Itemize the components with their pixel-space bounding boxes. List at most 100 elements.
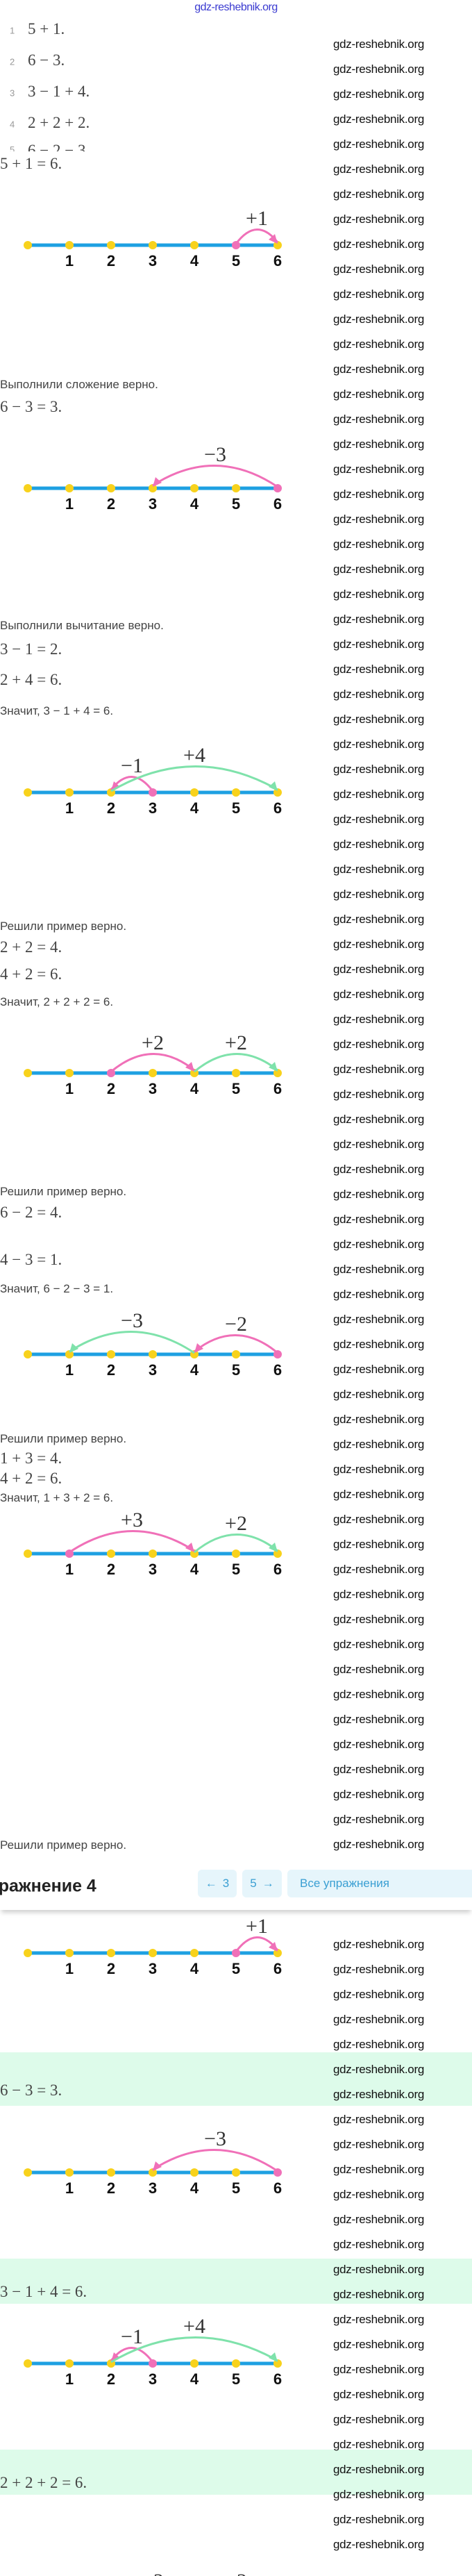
watermark: gdz-reshebnik.org (333, 2138, 424, 2151)
jump-arc (152, 2149, 278, 2172)
number-line-point (273, 788, 282, 797)
next-exercise-button[interactable]: 5 → (242, 1870, 282, 1897)
list-item: 2 + 2 + 2. (28, 114, 90, 131)
tick-label: 6 (273, 495, 282, 513)
tick-label: 1 (65, 252, 74, 269)
check-text: Решили пример верно. (0, 920, 127, 933)
watermark: gdz-reshebnik.org (333, 2388, 424, 2401)
jump-label: −2 (225, 1313, 247, 1336)
answer-text: 2 + 2 + 2 = 6. (0, 2474, 87, 2491)
tick-label: 4 (190, 1561, 199, 1578)
number-line-point (190, 484, 199, 492)
number-line-point (273, 241, 282, 249)
watermark: gdz-reshebnik.org (333, 2213, 424, 2226)
tick-label: 1 (65, 2179, 74, 2197)
watermark: gdz-reshebnik.org (333, 1013, 424, 1026)
number-line-point (65, 788, 74, 797)
exercise-title: Упражнение 4 (0, 1876, 96, 1896)
number-line-point (273, 2359, 282, 2368)
watermark: gdz-reshebnik.org (333, 1163, 424, 1176)
watermark: gdz-reshebnik.org (333, 138, 424, 151)
number-line-point (65, 1949, 74, 1957)
number-line-point (232, 241, 240, 249)
watermark: gdz-reshebnik.org (333, 1188, 424, 1201)
watermark: gdz-reshebnik.org (333, 638, 424, 651)
watermark: gdz-reshebnik.org (333, 488, 424, 501)
watermark: gdz-reshebnik.org (333, 88, 424, 101)
watermark: gdz-reshebnik.org (333, 1763, 424, 1776)
step-line: 4 + 2 = 6. (0, 1470, 62, 1487)
list-item: 6 − 3. (28, 51, 65, 69)
result-line: 6 − 3 = 3. (0, 398, 62, 415)
watermark: gdz-reshebnik.org (333, 213, 424, 226)
number-line-point (24, 1549, 32, 1558)
watermark: gdz-reshebnik.org (333, 1438, 424, 1451)
number-line-point (232, 484, 240, 492)
step-line: 2 + 2 = 4. (0, 938, 62, 956)
tick-label: 6 (273, 1080, 282, 1097)
tick-label: 1 (65, 1960, 74, 1977)
tick-label: 5 (232, 799, 240, 817)
watermark: gdz-reshebnik.org (333, 1138, 424, 1151)
answer-band: 2 + 2 + 2 = 6. (0, 2450, 472, 2495)
number-line-point (149, 241, 157, 249)
tick-label: 3 (149, 495, 157, 513)
watermark: gdz-reshebnik.org (333, 1113, 424, 1126)
arrowhead-icon (153, 2161, 162, 2171)
watermark: gdz-reshebnik.org (333, 2113, 424, 2126)
tick-label: 1 (65, 1361, 74, 1379)
watermark: gdz-reshebnik.org (333, 788, 424, 801)
number-line-point (149, 1549, 157, 1558)
number-line-point (232, 1350, 240, 1358)
number-line-point (24, 788, 32, 797)
watermark: gdz-reshebnik.org (333, 2363, 424, 2376)
site-logo[interactable]: gdz-reshebnik.org (194, 1, 278, 13)
answer-band: 6 − 3 = 3. (0, 2052, 472, 2106)
tick-label: 2 (107, 252, 115, 269)
tick-label: 2 (107, 2370, 115, 2388)
tick-label: 4 (190, 799, 199, 817)
arrowhead-icon (269, 1062, 278, 1072)
answer-text: 6 − 3 = 3. (0, 2081, 62, 2099)
arrowhead-icon (269, 2352, 278, 2362)
jump-label: +2 (225, 1512, 247, 1535)
number-line-point (232, 2359, 240, 2368)
tick-label: 2 (107, 2179, 115, 2197)
arrow-right-icon: → (262, 1877, 274, 1890)
prev-exercise-button[interactable]: ← 3 (198, 1870, 237, 1897)
number-line-point (107, 241, 115, 249)
number-line-point (232, 1949, 240, 1957)
watermark: gdz-reshebnik.org (333, 1738, 424, 1751)
tick-label: 1 (65, 1561, 74, 1578)
tick-label: 4 (190, 1080, 199, 1097)
watermark: gdz-reshebnik.org (333, 1363, 424, 1376)
list-number: 2 (10, 56, 15, 67)
check-text: Решили пример верно. (0, 1432, 127, 1445)
watermark: gdz-reshebnik.org (333, 1213, 424, 1226)
tick-label: 6 (273, 2179, 282, 2197)
check-text: Выполнили сложение верно. (0, 378, 158, 391)
arrowhead-icon (269, 234, 278, 244)
tick-label: 4 (190, 1361, 199, 1379)
watermark: gdz-reshebnik.org (333, 1713, 424, 1726)
step-line: 4 − 3 = 1. (0, 1251, 62, 1268)
watermark: gdz-reshebnik.org (333, 2088, 424, 2101)
jump-label: −1 (121, 754, 143, 777)
watermark: gdz-reshebnik.org (333, 2338, 424, 2351)
watermark: gdz-reshebnik.org (333, 2288, 424, 2301)
watermark: gdz-reshebnik.org (333, 188, 424, 201)
watermark: gdz-reshebnik.org (333, 113, 424, 126)
number-line-point (190, 241, 199, 249)
all-exercises-button[interactable]: Все упражнения (287, 1870, 472, 1897)
jump-label: +2 (225, 1031, 247, 1054)
watermark: gdz-reshebnik.org (333, 1938, 424, 1951)
number-line-point (149, 2168, 157, 2177)
check-text: Решили пример верно. (0, 1185, 127, 1198)
tick-label: 4 (190, 495, 199, 513)
number-line-point (190, 2359, 199, 2368)
tick-label: 5 (232, 1561, 240, 1578)
jump-label: +4 (183, 2315, 205, 2338)
watermark: gdz-reshebnik.org (333, 1638, 424, 1651)
jump-label: +2 (142, 1031, 164, 1054)
